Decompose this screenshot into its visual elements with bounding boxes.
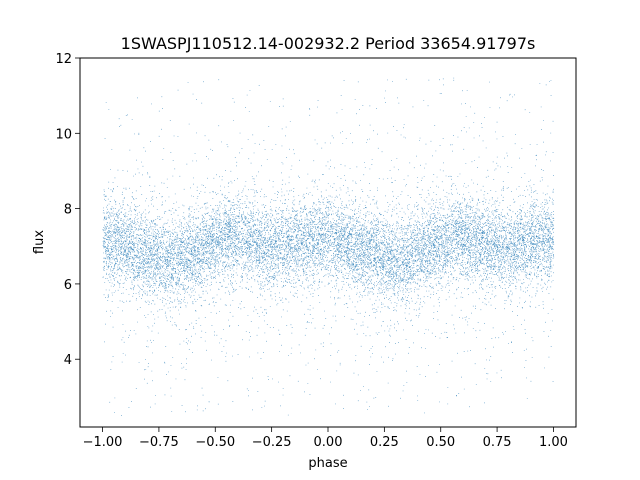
y-tick-label: 8 <box>64 203 72 218</box>
y-tick-label: 6 <box>64 278 72 293</box>
x-tick-label: −0.50 <box>195 435 235 450</box>
data-points <box>102 77 555 416</box>
scatter-points <box>102 77 555 416</box>
x-tick-label: −0.75 <box>139 435 179 450</box>
x-axis-ticks: −1.00 −0.75 −0.50 −0.25 0.00 0.25 0.50 0.75 1.00 <box>83 427 568 450</box>
y-axis-label: flux <box>32 230 47 254</box>
x-tick-label: 0.25 <box>370 435 399 450</box>
y-tick-label: 12 <box>55 52 72 67</box>
x-tick-label: 0.00 <box>314 435 343 450</box>
x-axis-label: phase <box>308 456 347 471</box>
x-tick-label: 0.50 <box>426 435 455 450</box>
x-tick-label: 0.75 <box>483 435 512 450</box>
y-tick-label: 10 <box>55 127 72 142</box>
x-tick-label: −0.25 <box>252 435 292 450</box>
x-tick-label: 1.00 <box>539 435 568 450</box>
y-tick-label: 4 <box>64 353 72 368</box>
x-tick-label: −1.00 <box>83 435 123 450</box>
y-axis-ticks: 4 6 8 10 12 <box>55 52 80 368</box>
chart-title: 1SWASPJ110512.14-002932.2 Period 33654.9… <box>121 34 536 53</box>
